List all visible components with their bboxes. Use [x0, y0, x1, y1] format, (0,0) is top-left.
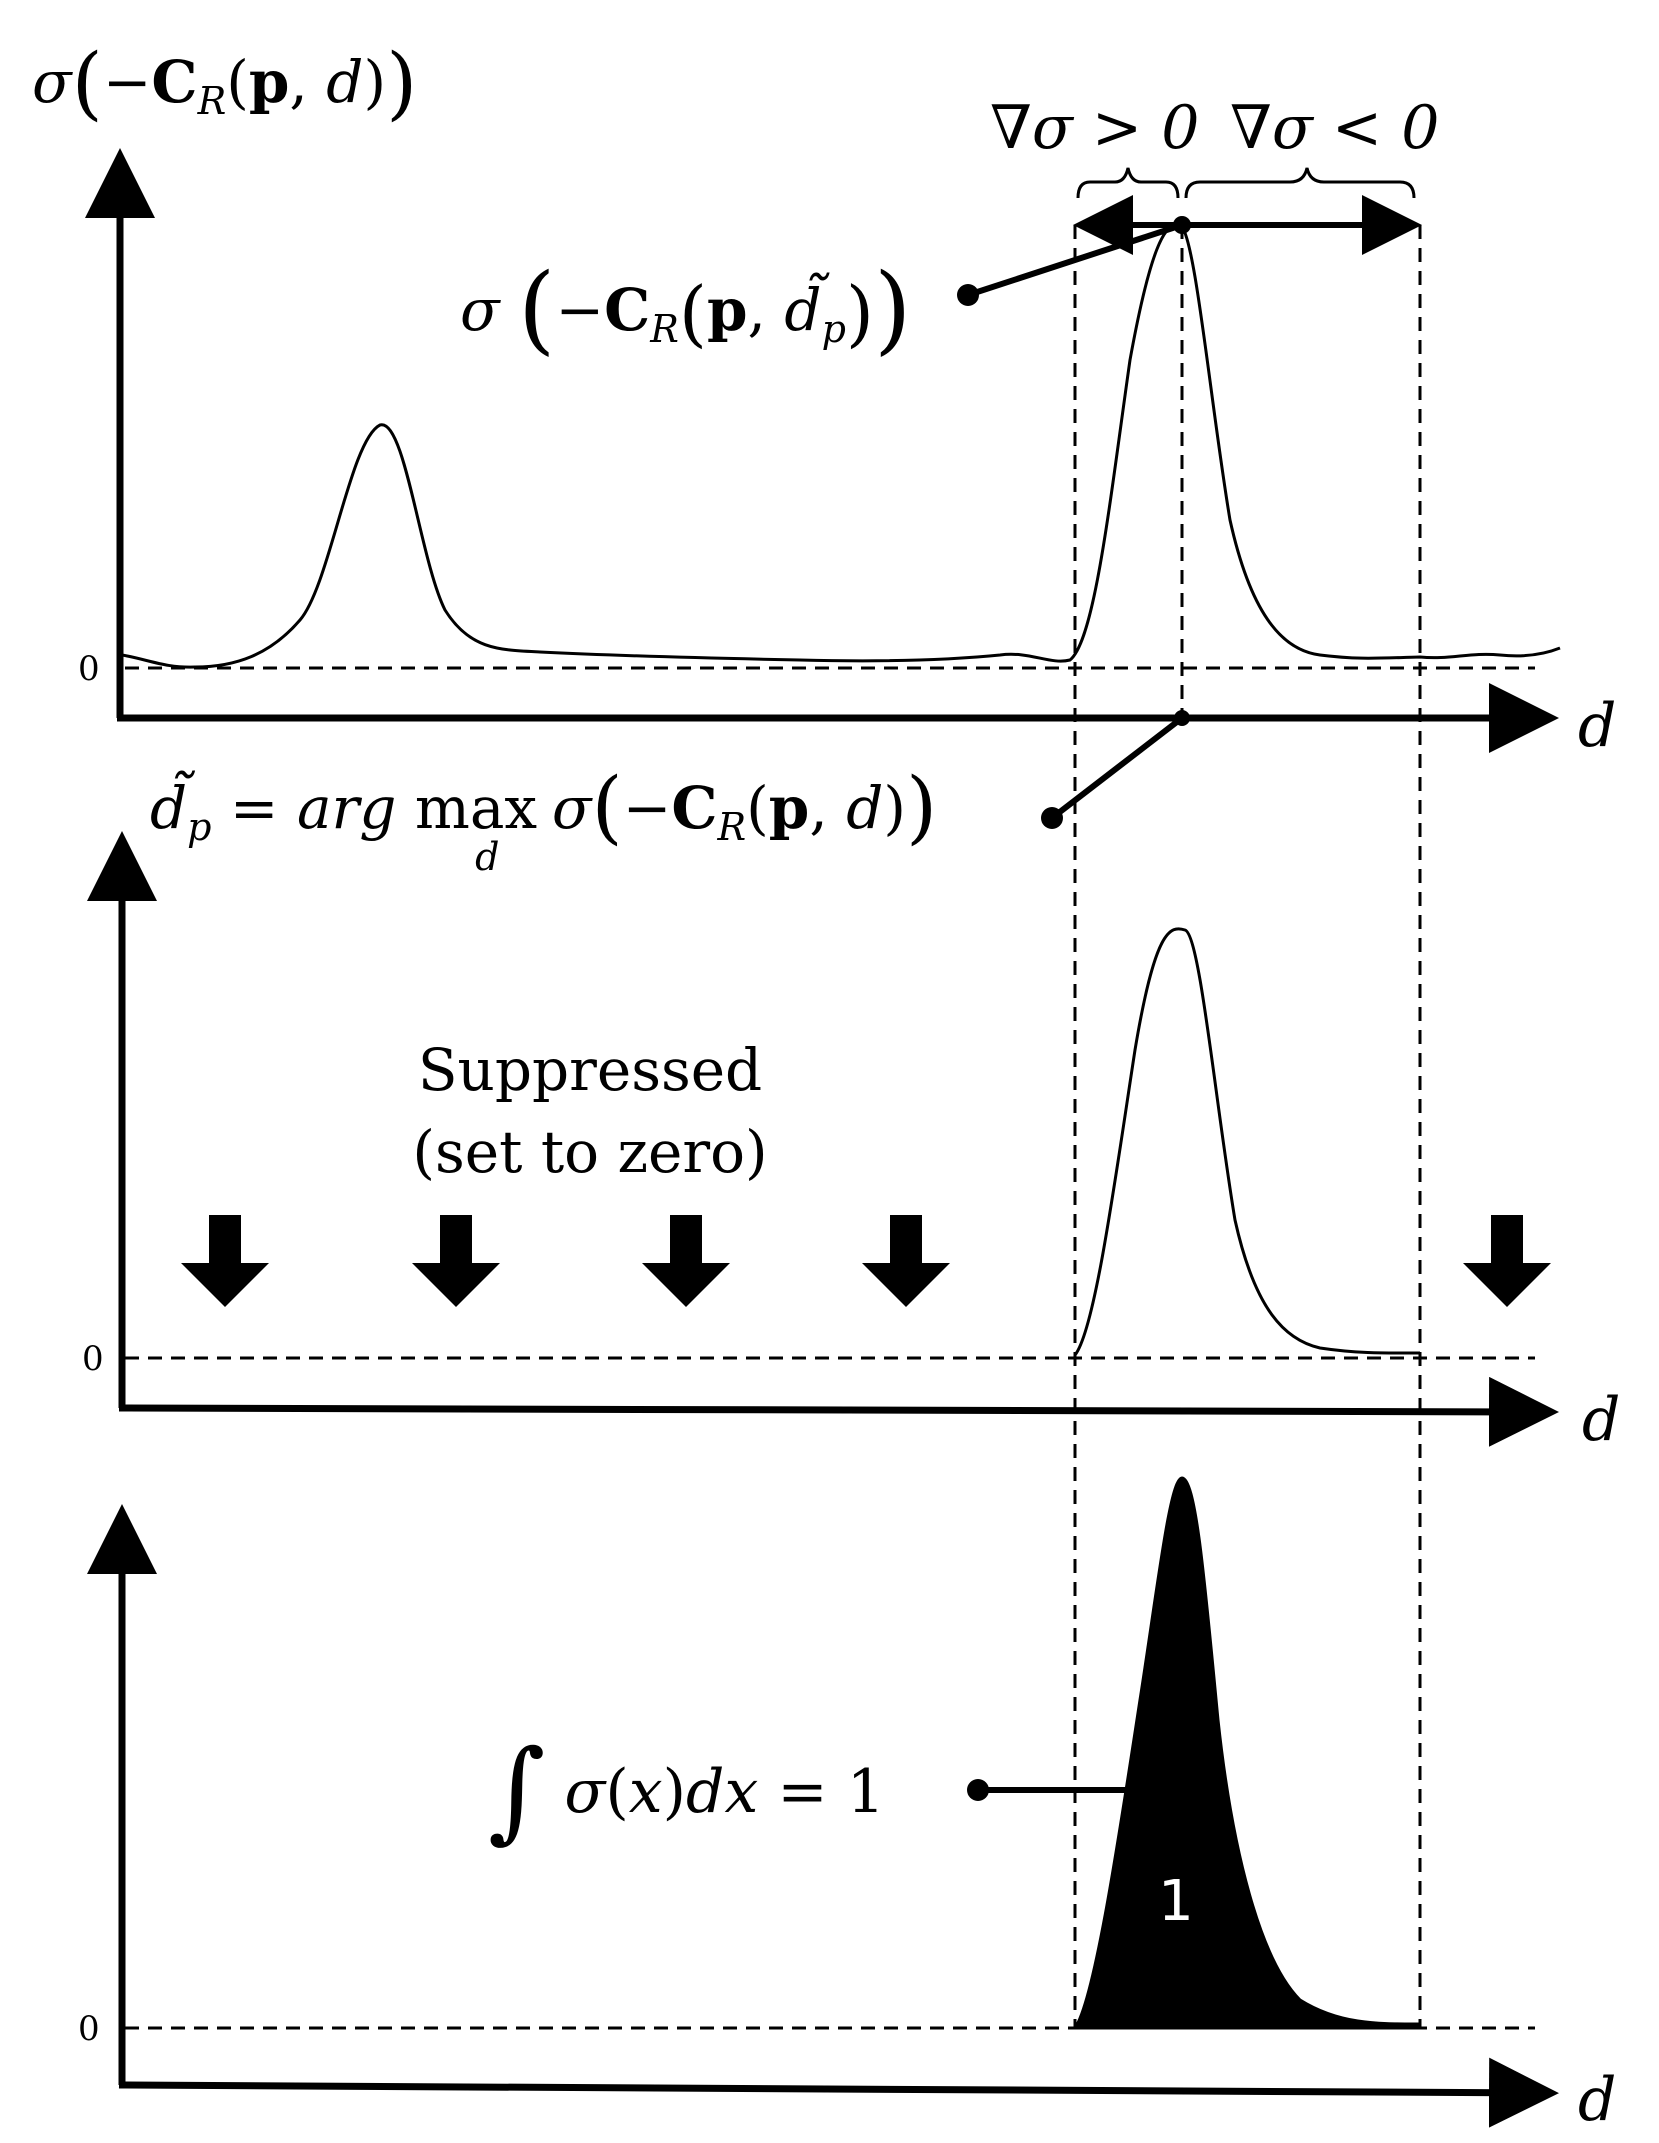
peak-callout-dot — [957, 284, 979, 306]
integral-callout-label: ∫ σ(x)dx = 1 — [488, 1726, 885, 1854]
down-arrow-icon — [862, 1215, 950, 1307]
grad-neg-label: ∇σ < 0 — [1230, 93, 1439, 163]
grad-pos-brace — [1076, 167, 1180, 199]
area-label: 1 — [1158, 1869, 1194, 1934]
down-arrow-icon — [1463, 1215, 1551, 1307]
guide-lines — [1073, 225, 1422, 2028]
argmax-callout-label: d̃p = arg max d σ(−CR(p, d)) — [150, 760, 937, 879]
grad-pos-label: ∇σ > 0 — [990, 93, 1199, 163]
peak-callout-label: σ (−CR(p, d̃p)) — [460, 253, 911, 365]
top-x-axis-label: d — [1578, 691, 1616, 761]
down-arrow-icon — [642, 1215, 730, 1307]
middle-x-axis-label: d — [1582, 1385, 1620, 1455]
grad-neg-brace — [1184, 167, 1416, 199]
bottom-x-axis-label: d — [1578, 2065, 1616, 2135]
normalized-distribution-area — [1072, 1476, 1422, 2030]
top-y-axis-label: σ(−CR(p, d)) — [32, 36, 417, 129]
down-arrow-icon — [181, 1215, 269, 1307]
suppression-arrows — [181, 1215, 1551, 1307]
argmax-callout-dot — [1041, 807, 1063, 829]
argmax-callout: d̃p = arg max d σ(−CR(p, d)) — [150, 710, 1190, 879]
middle-panel: 0 d Suppressed (set to zero) — [82, 831, 1620, 1455]
integral-callout-dot — [967, 1779, 989, 1801]
down-arrow-icon — [412, 1215, 500, 1307]
argmax-leader — [1050, 715, 1184, 821]
bottom-zero-label: 0 — [78, 2009, 100, 2049]
argmax-axis-dot — [1174, 710, 1190, 726]
bottom-x-axis — [118, 2057, 1559, 2128]
top-zero-label: 0 — [78, 649, 100, 689]
suppressed-label-line2: (set to zero) — [412, 1118, 767, 1186]
middle-suppressed-curve — [1073, 927, 1421, 1356]
top-cost-curve — [121, 223, 1561, 669]
suppressed-label-line1: Suppressed — [418, 1036, 762, 1104]
middle-zero-label: 0 — [82, 1339, 104, 1379]
bottom-panel: 0 d 1 ∫ σ(x)dx = 1 — [78, 1476, 1616, 2135]
middle-x-axis — [118, 1376, 1559, 1447]
top-panel: 0 d σ(−CR(p, d)) ∇σ > 0 ∇σ < 0 σ (−CR(p,… — [32, 36, 1616, 761]
